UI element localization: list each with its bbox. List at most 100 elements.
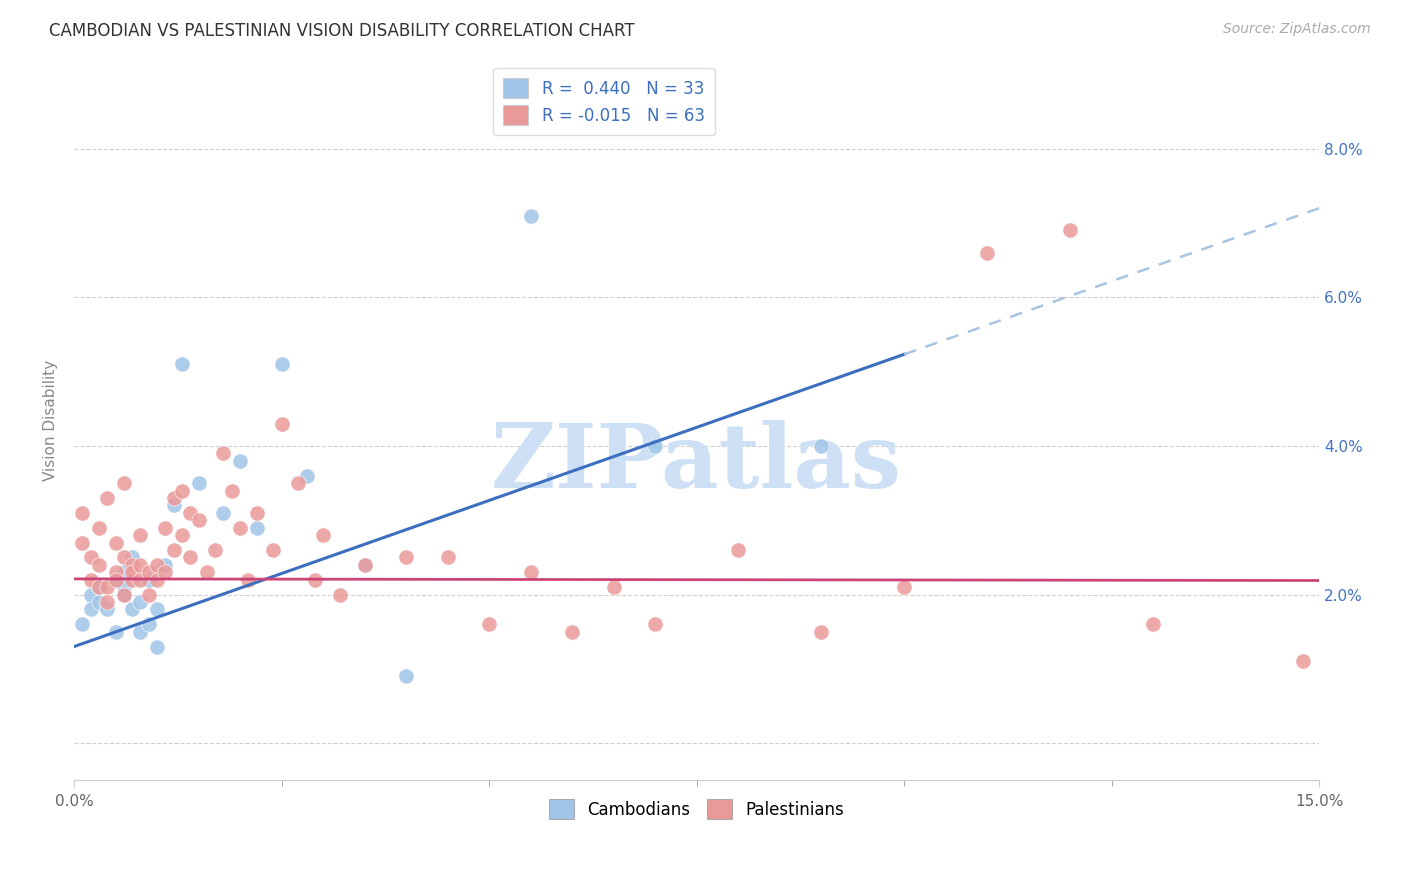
Palestinians	[170, 483, 193, 498]
Palestinians	[312, 528, 335, 542]
Cambodians	[353, 558, 375, 572]
Palestinians	[229, 521, 252, 535]
Palestinians	[238, 573, 260, 587]
Palestinians	[104, 535, 127, 549]
Palestinians	[121, 566, 143, 580]
Palestinians	[195, 566, 218, 580]
Palestinians	[478, 617, 501, 632]
Cambodians	[163, 499, 186, 513]
Palestinians	[129, 573, 152, 587]
Palestinians	[179, 506, 201, 520]
Text: ZIPatlas: ZIPatlas	[491, 420, 903, 507]
Cambodians	[229, 454, 252, 468]
Palestinians	[87, 580, 110, 594]
Palestinians	[246, 506, 269, 520]
Cambodians	[170, 357, 193, 371]
Palestinians	[179, 550, 201, 565]
Palestinians	[395, 550, 418, 565]
Palestinians	[644, 617, 666, 632]
Palestinians	[104, 573, 127, 587]
Palestinians	[212, 446, 235, 460]
Cambodians	[212, 506, 235, 520]
Palestinians	[72, 506, 94, 520]
Cambodians	[138, 617, 160, 632]
Palestinians	[1291, 655, 1313, 669]
Cambodians	[270, 357, 292, 371]
Palestinians	[329, 588, 352, 602]
Palestinians	[129, 528, 152, 542]
Cambodians	[80, 602, 103, 616]
Palestinians	[270, 417, 292, 431]
Palestinians	[72, 535, 94, 549]
Cambodians	[112, 580, 135, 594]
Palestinians	[96, 595, 118, 609]
Palestinians	[436, 550, 458, 565]
Cambodians	[187, 476, 209, 491]
Palestinians	[163, 543, 186, 558]
Text: Source: ZipAtlas.com: Source: ZipAtlas.com	[1223, 22, 1371, 37]
Palestinians	[146, 573, 169, 587]
Palestinians	[112, 550, 135, 565]
Palestinians	[80, 550, 103, 565]
Cambodians	[121, 602, 143, 616]
Palestinians	[112, 588, 135, 602]
Palestinians	[1142, 617, 1164, 632]
Cambodians	[87, 580, 110, 594]
Palestinians	[155, 566, 177, 580]
Cambodians	[104, 624, 127, 639]
Palestinians	[519, 566, 541, 580]
Palestinians	[262, 543, 284, 558]
Palestinians	[138, 566, 160, 580]
Cambodians	[80, 588, 103, 602]
Palestinians	[353, 558, 375, 572]
Palestinians	[727, 543, 749, 558]
Cambodians	[519, 209, 541, 223]
Cambodians	[146, 602, 169, 616]
Cambodians	[395, 669, 418, 683]
Palestinians	[138, 588, 160, 602]
Palestinians	[104, 566, 127, 580]
Cambodians	[146, 640, 169, 654]
Palestinians	[976, 245, 998, 260]
Palestinians	[155, 521, 177, 535]
Palestinians	[810, 624, 832, 639]
Palestinians	[893, 580, 915, 594]
Cambodians	[112, 566, 135, 580]
Cambodians	[155, 558, 177, 572]
Cambodians	[96, 602, 118, 616]
Palestinians	[1059, 223, 1081, 237]
Palestinians	[87, 521, 110, 535]
Cambodians	[138, 573, 160, 587]
Palestinians	[121, 573, 143, 587]
Cambodians	[129, 595, 152, 609]
Legend: Cambodians, Palestinians: Cambodians, Palestinians	[543, 792, 851, 826]
Palestinians	[96, 580, 118, 594]
Y-axis label: Vision Disability: Vision Disability	[44, 359, 58, 481]
Cambodians	[129, 624, 152, 639]
Cambodians	[246, 521, 269, 535]
Cambodians	[104, 573, 127, 587]
Cambodians	[644, 439, 666, 453]
Cambodians	[810, 439, 832, 453]
Palestinians	[129, 558, 152, 572]
Palestinians	[221, 483, 243, 498]
Palestinians	[96, 491, 118, 505]
Palestinians	[561, 624, 583, 639]
Palestinians	[80, 573, 103, 587]
Text: CAMBODIAN VS PALESTINIAN VISION DISABILITY CORRELATION CHART: CAMBODIAN VS PALESTINIAN VISION DISABILI…	[49, 22, 636, 40]
Cambodians	[87, 595, 110, 609]
Cambodians	[295, 468, 318, 483]
Palestinians	[163, 491, 186, 505]
Palestinians	[204, 543, 226, 558]
Palestinians	[112, 476, 135, 491]
Palestinians	[170, 528, 193, 542]
Palestinians	[304, 573, 326, 587]
Palestinians	[121, 558, 143, 572]
Palestinians	[287, 476, 309, 491]
Cambodians	[72, 617, 94, 632]
Palestinians	[187, 513, 209, 527]
Cambodians	[112, 588, 135, 602]
Palestinians	[87, 558, 110, 572]
Palestinians	[602, 580, 624, 594]
Cambodians	[121, 550, 143, 565]
